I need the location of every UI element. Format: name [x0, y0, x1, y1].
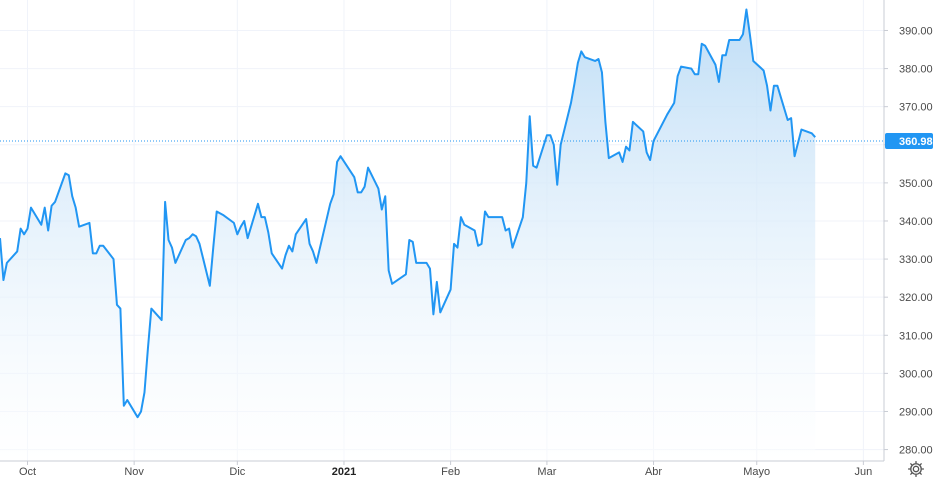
y-tick-label: 310.00	[899, 330, 933, 342]
axes	[0, 0, 885, 462]
price-area	[0, 9, 816, 462]
x-tick-label: Abr	[645, 466, 662, 478]
x-tick-label: Dic	[229, 466, 245, 478]
price-area-fill	[0, 9, 816, 462]
last-price-marker: 360.98	[0, 133, 933, 150]
y-tick-label: 380.00	[899, 64, 933, 76]
x-tick-label: Nov	[124, 466, 144, 478]
y-tick-label: 300.00	[899, 368, 933, 380]
x-tick-label: Feb	[441, 466, 460, 478]
x-axis-ticks: Oct Nov Dic 2021 Feb Mar Abr Mayo Jun	[19, 461, 872, 478]
y-tick-label: 290.00	[899, 406, 933, 418]
y-tick-label: 280.00	[899, 445, 933, 457]
x-tick-label: Mar	[537, 466, 556, 478]
price-line	[0, 8, 816, 419]
price-line-series	[0, 8, 816, 419]
x-tick-label: Oct	[19, 466, 36, 478]
last-price-badge	[885, 133, 933, 150]
y-tick-label: 370.00	[899, 102, 933, 114]
x-tick-label: Mayo	[743, 466, 770, 478]
y-axis-ticks: 280.00 290.00 300.00 310.00 320.00 330.00 340.…	[884, 25, 933, 457]
y-tick-label: 340.00	[899, 216, 933, 228]
x-tick-label: Jun	[854, 466, 872, 478]
last-price-label: 360.98	[899, 136, 933, 148]
y-tick-label: 350.00	[899, 178, 933, 190]
settings-gear-icon[interactable]	[906, 459, 926, 479]
y-tick-label: 320.00	[899, 292, 933, 304]
x-tick-label: 2021	[332, 466, 356, 478]
y-tick-label: 390.00	[899, 25, 933, 37]
y-tick-label: 330.00	[899, 254, 933, 266]
